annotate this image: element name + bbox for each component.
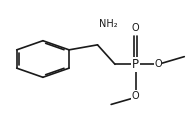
Text: O: O <box>132 91 139 101</box>
Text: NH₂: NH₂ <box>99 19 118 29</box>
Text: P: P <box>132 58 139 71</box>
Text: O: O <box>154 59 162 69</box>
Text: O: O <box>132 23 139 33</box>
